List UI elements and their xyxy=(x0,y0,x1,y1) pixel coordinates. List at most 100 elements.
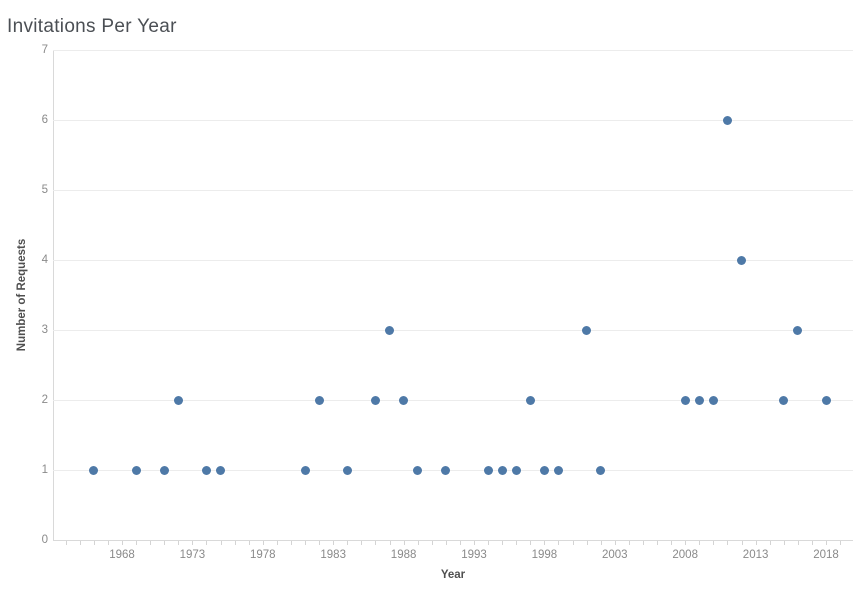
data-point-2012[interactable] xyxy=(737,255,747,265)
x-axis-line xyxy=(53,540,853,541)
x-minor-tick-2003 xyxy=(615,541,616,545)
x-minor-tick-1974 xyxy=(206,541,207,545)
x-minor-tick-1987 xyxy=(390,541,391,545)
x-minor-tick-1968 xyxy=(122,541,123,545)
data-point-1999[interactable] xyxy=(553,465,563,475)
x-minor-tick-1966 xyxy=(94,541,95,545)
x-minor-tick-1989 xyxy=(418,541,419,545)
x-minor-tick-1965 xyxy=(80,541,81,545)
data-point-1998[interactable] xyxy=(539,465,549,475)
data-point-2011[interactable] xyxy=(722,115,732,125)
x-minor-tick-1985 xyxy=(361,541,362,545)
x-minor-tick-1998 xyxy=(544,541,545,545)
x-tick-label-2013: 2013 xyxy=(742,549,769,561)
data-point-1991[interactable] xyxy=(441,465,451,475)
x-minor-tick-1993 xyxy=(474,541,475,545)
x-tick-label-1988: 1988 xyxy=(390,549,417,561)
x-minor-tick-2018 xyxy=(826,541,827,545)
x-minor-tick-1969 xyxy=(136,541,137,545)
x-minor-tick-1981 xyxy=(305,541,306,545)
data-point-1994[interactable] xyxy=(483,465,493,475)
data-point-1987[interactable] xyxy=(385,325,395,335)
y-tick-label-6: 6 xyxy=(41,114,48,126)
x-minor-tick-2008 xyxy=(685,541,686,545)
x-minor-tick-1997 xyxy=(530,541,531,545)
data-point-1981[interactable] xyxy=(300,465,310,475)
x-minor-tick-1978 xyxy=(263,541,264,545)
x-minor-tick-1983 xyxy=(333,541,334,545)
gridline-y-1 xyxy=(53,470,853,471)
y-axis-line xyxy=(53,50,54,540)
x-minor-tick-2017 xyxy=(812,541,813,545)
x-minor-tick-2019 xyxy=(840,541,841,545)
data-point-1996[interactable] xyxy=(511,465,521,475)
x-minor-tick-1992 xyxy=(460,541,461,545)
x-tick-label-2018: 2018 xyxy=(813,549,839,561)
x-minor-tick-1970 xyxy=(150,541,151,545)
x-minor-tick-2011 xyxy=(727,541,728,545)
x-minor-tick-1990 xyxy=(432,541,433,545)
x-minor-tick-2006 xyxy=(657,541,658,545)
x-minor-tick-1982 xyxy=(319,541,320,545)
x-minor-tick-1971 xyxy=(164,541,165,545)
gridline-y-5 xyxy=(53,190,853,191)
x-tick-label-2008: 2008 xyxy=(672,549,698,561)
data-point-1988[interactable] xyxy=(399,395,409,405)
x-minor-tick-1991 xyxy=(446,541,447,545)
data-point-1984[interactable] xyxy=(342,465,352,475)
data-point-2018[interactable] xyxy=(821,395,831,405)
chart-title: Invitations Per Year xyxy=(7,16,177,37)
x-minor-tick-1976 xyxy=(235,541,236,545)
x-tick-label-1983: 1983 xyxy=(320,549,346,561)
data-point-2001[interactable] xyxy=(582,325,592,335)
y-tick-label-0: 0 xyxy=(41,534,48,546)
data-point-1995[interactable] xyxy=(497,465,507,475)
x-minor-tick-1996 xyxy=(516,541,517,545)
y-tick-label-7: 7 xyxy=(41,44,48,56)
x-minor-tick-1964 xyxy=(66,541,67,545)
x-minor-tick-2004 xyxy=(629,541,630,545)
data-point-1972[interactable] xyxy=(173,395,183,405)
data-point-2015[interactable] xyxy=(779,395,789,405)
x-minor-tick-1967 xyxy=(108,541,109,545)
x-axis-title: Year xyxy=(440,569,466,581)
x-minor-tick-1988 xyxy=(404,541,405,545)
data-point-2009[interactable] xyxy=(694,395,704,405)
data-point-2016[interactable] xyxy=(793,325,803,335)
gridline-y-4 xyxy=(53,260,853,261)
x-minor-tick-1995 xyxy=(502,541,503,545)
x-minor-tick-2000 xyxy=(573,541,574,545)
x-minor-tick-2014 xyxy=(770,541,771,545)
x-minor-tick-2005 xyxy=(643,541,644,545)
data-point-2008[interactable] xyxy=(680,395,690,405)
x-minor-tick-2012 xyxy=(742,541,743,545)
data-point-1975[interactable] xyxy=(216,465,226,475)
x-minor-tick-2010 xyxy=(713,541,714,545)
x-tick-label-2003: 2003 xyxy=(602,549,628,561)
data-point-2002[interactable] xyxy=(596,465,606,475)
x-minor-tick-2001 xyxy=(587,541,588,545)
data-point-1989[interactable] xyxy=(413,465,423,475)
data-point-1997[interactable] xyxy=(525,395,535,405)
data-point-1969[interactable] xyxy=(131,465,141,475)
x-minor-tick-1984 xyxy=(347,541,348,545)
data-point-1971[interactable] xyxy=(159,465,169,475)
x-minor-tick-2013 xyxy=(756,541,757,545)
data-point-1966[interactable] xyxy=(89,465,99,475)
data-point-2010[interactable] xyxy=(708,395,718,405)
y-tick-label-4: 4 xyxy=(41,254,48,266)
x-tick-label-1998: 1998 xyxy=(531,549,558,561)
data-point-1974[interactable] xyxy=(201,465,211,475)
x-minor-tick-1979 xyxy=(277,541,278,545)
x-minor-tick-1975 xyxy=(221,541,222,545)
x-tick-label-1973: 1973 xyxy=(179,549,206,561)
x-minor-tick-2015 xyxy=(784,541,785,545)
data-point-1986[interactable] xyxy=(370,395,380,405)
x-minor-tick-1973 xyxy=(192,541,193,545)
x-minor-tick-2009 xyxy=(699,541,700,545)
data-point-1982[interactable] xyxy=(314,395,324,405)
y-tick-label-3: 3 xyxy=(41,324,48,336)
x-minor-tick-1977 xyxy=(249,541,250,545)
gridline-y-7 xyxy=(53,50,853,51)
